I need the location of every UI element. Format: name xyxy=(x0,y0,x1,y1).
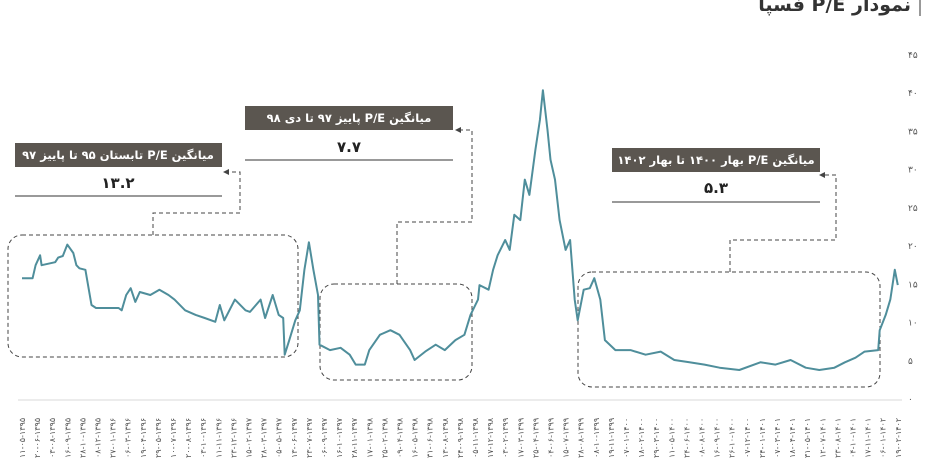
arrow-icon xyxy=(819,172,825,178)
y-tick-label: ۰ xyxy=(908,395,913,405)
x-tick-label: ۰۷-۰۱-۱۴۰۰ xyxy=(622,418,631,458)
x-tick-label: ۱۱-۱۱-۱۳۹۶ xyxy=(214,418,223,458)
annotation-3: میانگین P/E بهار ۱۴۰۰ تا بهار ۱۴۰۲ ۵.۳ xyxy=(612,148,820,203)
x-tick-label: ۰۴-۰۶-۱۳۹۹ xyxy=(547,418,556,458)
x-tick-label: ۰۹-۰۴-۱۳۹۸ xyxy=(396,417,405,458)
x-tick-label: ۲۸-۱۰-۱۳۹۵ xyxy=(78,418,87,458)
x-tick-label: ۰۶-۰۱-۱۴۰۲ xyxy=(879,418,888,458)
arrow-icon xyxy=(223,169,229,175)
x-tick-label: ۲۴-۰۶-۱۴۰۰ xyxy=(682,418,691,458)
y-tick-label: ۴۰ xyxy=(908,89,918,99)
y-tick-label: ۴۵ xyxy=(908,51,918,61)
y-tick-label: ۳۰ xyxy=(908,166,918,176)
connector-3 xyxy=(729,174,837,272)
x-tick-label: ۰۶-۰۳-۱۳۹۶ xyxy=(124,418,133,458)
region-box-1 xyxy=(7,234,299,358)
x-tick-label: ۱۶-۰۹-۱۴۰۰ xyxy=(713,418,722,458)
x-tick-label: ۰۳-۰۲-۱۳۹۹ xyxy=(501,418,510,458)
x-tick-label: ۱۲-۰۷-۱۴۰۱ xyxy=(818,418,827,458)
annotation-label: میانگین P/E تابستان ۹۵ تا پاییز ۹۷ xyxy=(22,148,214,162)
x-tick-label: ۱۳-۰۸-۱۳۹۸ xyxy=(441,417,450,458)
x-tick-label: ۲۶-۱۰-۱۴۰۰ xyxy=(728,418,737,458)
x-tick-label: ۰۸-۱۲-۱۳۹۵ xyxy=(94,418,103,458)
x-tick-label: ۲۳-۱۲-۱۳۹۶ xyxy=(229,418,238,458)
x-tick-label: ۲۰-۰۶-۱۳۹۵ xyxy=(33,418,42,458)
x-tick-label: ۰۴-۱۰-۱۴۰۱ xyxy=(849,418,858,458)
x-tick-label: ۰۸-۰۸-۱۴۰۰ xyxy=(698,418,707,458)
x-tick-label: ۰۸-۱۰-۱۳۹۹ xyxy=(592,418,601,458)
x-tick-label: ۱۹-۰۲-۱۴۰۲ xyxy=(894,418,903,458)
x-tick-label: ۱۶-۰۹-۱۳۹۵ xyxy=(63,418,72,458)
x-tick-label: ۱۸-۰۴-۱۴۰۱ xyxy=(788,418,797,458)
annotation-label: میانگین P/E بهار ۱۴۰۰ تا بهار ۱۴۰۲ xyxy=(617,153,814,167)
y-tick-label: ۲۵ xyxy=(908,204,918,214)
x-tick-label: ۱۱-۰۵-۱۴۰۰ xyxy=(667,418,676,458)
connector-1 xyxy=(152,171,241,235)
x-tick-label: ۰۶-۰۹-۱۳۹۷ xyxy=(320,417,329,458)
x-tick-label: ۱۷-۱۱-۱۴۰۱ xyxy=(864,418,873,458)
x-tick-label: ۱۳-۰۶-۱۳۹۷ xyxy=(290,417,299,458)
pe-series-line xyxy=(22,89,899,371)
x-tick-label: ۰۳-۰۸-۱۳۹۵ xyxy=(48,418,57,458)
x-tick-label: ۰۵-۱۱-۱۳۹۸ xyxy=(471,417,480,458)
annotation-value: ۵.۳ xyxy=(704,179,728,197)
x-tick-label: ۱۹-۰۴-۱۳۹۶ xyxy=(139,418,148,458)
y-axis: ۰ ۵ ۱۰ ۱۵ ۲۰ ۲۵ ۳۰ ۳۵ ۴۰ ۴۵ xyxy=(908,51,918,405)
x-tick-label: ۲۰-۰۸-۱۳۹۶ xyxy=(184,418,193,458)
x-tick-label: ۱۸-۰۲-۱۴۰۰ xyxy=(637,418,646,458)
x-tick-label: ۲۹-۰۳-۱۴۰۰ xyxy=(652,418,661,458)
x-tick-label: ۱۵-۰۷-۱۳۹۹ xyxy=(562,418,571,458)
x-tick-label: ۲۷-۰۱-۱۳۹۶ xyxy=(109,418,118,458)
y-tick-label: ۳۵ xyxy=(908,127,918,137)
x-tick-label: ۱۶-۰۵-۱۳۹۸ xyxy=(411,417,420,458)
annotation-value: ۷.۷ xyxy=(337,138,361,156)
x-tick-label: ۰۵-۰۵-۱۳۹۷ xyxy=(275,417,284,458)
annotation-1: میانگین P/E تابستان ۹۵ تا پاییز ۹۷ ۱۳.۲ xyxy=(15,143,222,197)
x-tick-label: ۲۳-۰۷-۱۳۹۷ xyxy=(305,417,314,458)
y-tick-label: ۵ xyxy=(908,357,913,367)
x-tick-label: ۲۸-۰۸-۱۳۹۹ xyxy=(577,418,586,458)
x-tick-label: ۲۵-۰۴-۱۳۹۹ xyxy=(531,418,540,458)
x-tick-label: ۲۴-۰۱-۱۴۰۱ xyxy=(758,418,767,458)
x-tick-label: ۱۵-۰۲-۱۳۹۷ xyxy=(245,417,254,458)
annotation-label: میانگین P/E پاییز ۹۷ تا دی ۹۸ xyxy=(267,111,432,125)
connector-2 xyxy=(396,129,473,284)
x-tick-label: ۳۱-۰۵-۱۴۰۱ xyxy=(803,418,812,458)
x-tick-label: ۰۷-۰۳-۱۴۰۱ xyxy=(773,418,782,458)
x-tick-label: ۱۷-۰۱-۱۳۹۸ xyxy=(365,417,374,458)
y-tick-label: ۱۰ xyxy=(908,319,918,329)
x-tick-label: ۱۷-۰۳-۱۳۹۹ xyxy=(516,418,525,458)
annotation-value: ۱۳.۲ xyxy=(101,174,134,192)
x-tick-label: ۲۳-۰۸-۱۴۰۱ xyxy=(833,418,842,458)
x-tick-label: ۳۱-۰۶-۱۳۹۸ xyxy=(426,417,435,458)
x-tick-label: ۲۵-۰۲-۱۳۹۸ xyxy=(380,417,389,458)
chart-title: نمودار P/E فسپا xyxy=(758,0,911,16)
x-tick-label: ۱۰-۰۷-۱۳۹۶ xyxy=(169,418,178,458)
x-tick-label: ۱۱-۰۵-۱۳۹۵ xyxy=(18,418,27,458)
x-tick-label: ۱۶-۱۰-۱۳۹۷ xyxy=(335,417,344,458)
x-tick-label: ۲۴-۰۹-۱۳۹۸ xyxy=(456,417,465,458)
x-tick-label: ۰۳-۱۰-۱۳۹۶ xyxy=(199,418,208,458)
x-tick-label: ۲۹-۰۵-۱۳۹۶ xyxy=(154,418,163,458)
x-tick-label: ۰۷-۱۲-۱۴۰۰ xyxy=(743,418,752,458)
x-axis: ۱۱-۰۵-۱۳۹۵ ۲۰-۰۶-۱۳۹۵ ۰۳-۰۸-۱۳۹۵ ۱۶-۰۹-۱۳۹۵… xyxy=(18,417,903,458)
annotation-2: میانگین P/E پاییز ۹۷ تا دی ۹۸ ۷.۷ xyxy=(245,106,453,161)
x-tick-label: ۱۹-۱۱-۱۳۹۹ xyxy=(607,418,616,458)
title-accent-bar xyxy=(919,0,921,16)
x-tick-label: ۲۸-۰۳-۱۳۹۷ xyxy=(260,417,269,458)
y-tick-label: ۲۰ xyxy=(908,242,918,252)
arrow-icon xyxy=(455,127,461,133)
x-tick-label: ۱۷-۱۲-۱۳۹۸ xyxy=(486,417,495,458)
x-tick-label: ۲۸-۱۱-۱۳۹۷ xyxy=(350,417,359,458)
y-tick-label: ۱۵ xyxy=(908,280,918,290)
